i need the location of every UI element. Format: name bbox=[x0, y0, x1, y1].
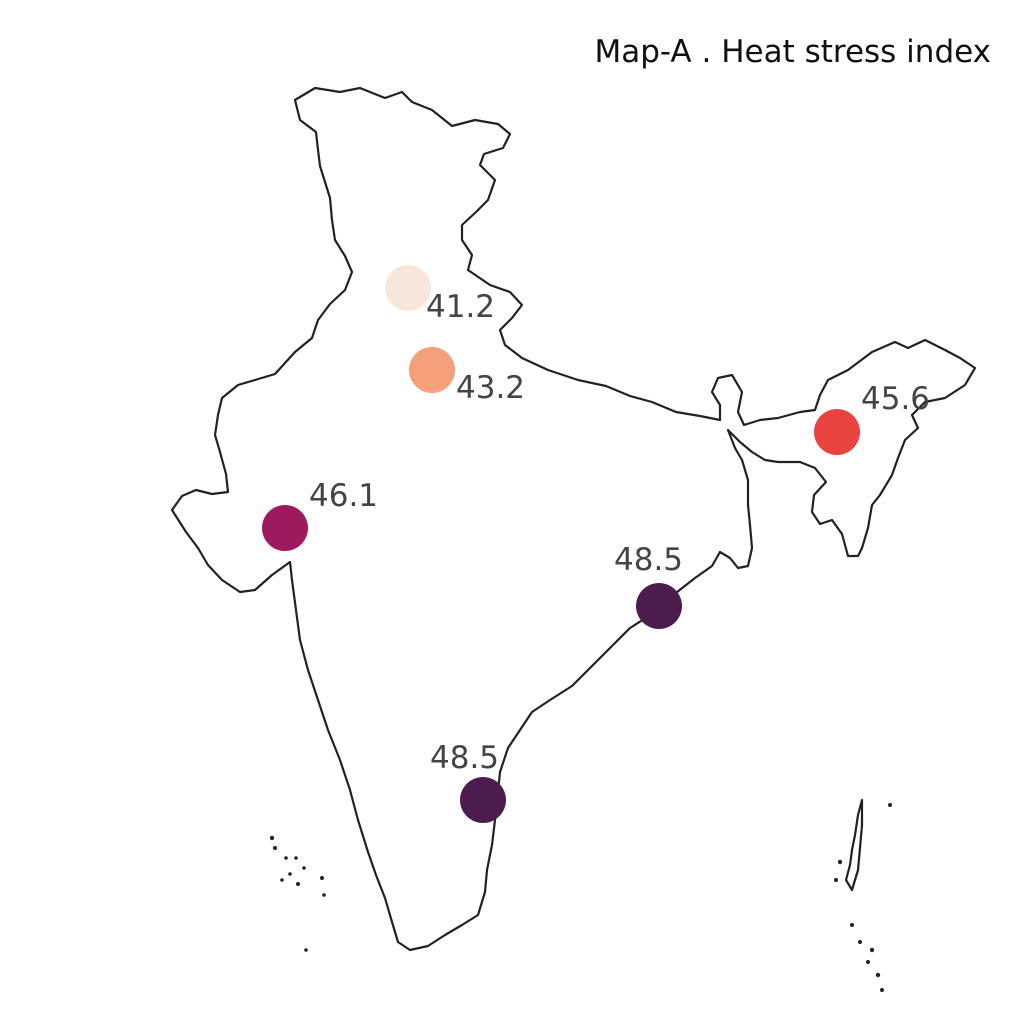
marker-41-2[interactable] bbox=[385, 265, 431, 311]
marker-48-5-east[interactable] bbox=[636, 583, 682, 629]
marker-46-1[interactable] bbox=[262, 505, 308, 551]
marker-48-5-south[interactable] bbox=[460, 777, 506, 823]
marker-label-45-6: 45.6 bbox=[861, 381, 930, 417]
lakshadweep-islands bbox=[269, 835, 326, 952]
marker-label-48-5-east: 48.5 bbox=[614, 542, 683, 578]
marker-45-6[interactable] bbox=[814, 409, 860, 455]
marker-label-46-1: 46.1 bbox=[309, 478, 378, 514]
marker-label-48-5-south: 48.5 bbox=[430, 740, 499, 776]
markers-layer: 41.2 43.2 45.6 46.1 48.5 48.5 bbox=[262, 265, 930, 823]
mainland-outline bbox=[170, 86, 977, 952]
marker-label-41-2: 41.2 bbox=[426, 289, 495, 325]
andaman-nicobar-islands bbox=[834, 798, 892, 992]
map-title: Map-A . Heat stress index bbox=[594, 34, 992, 70]
marker-43-2[interactable] bbox=[409, 347, 455, 393]
marker-label-43-2: 43.2 bbox=[456, 370, 525, 406]
